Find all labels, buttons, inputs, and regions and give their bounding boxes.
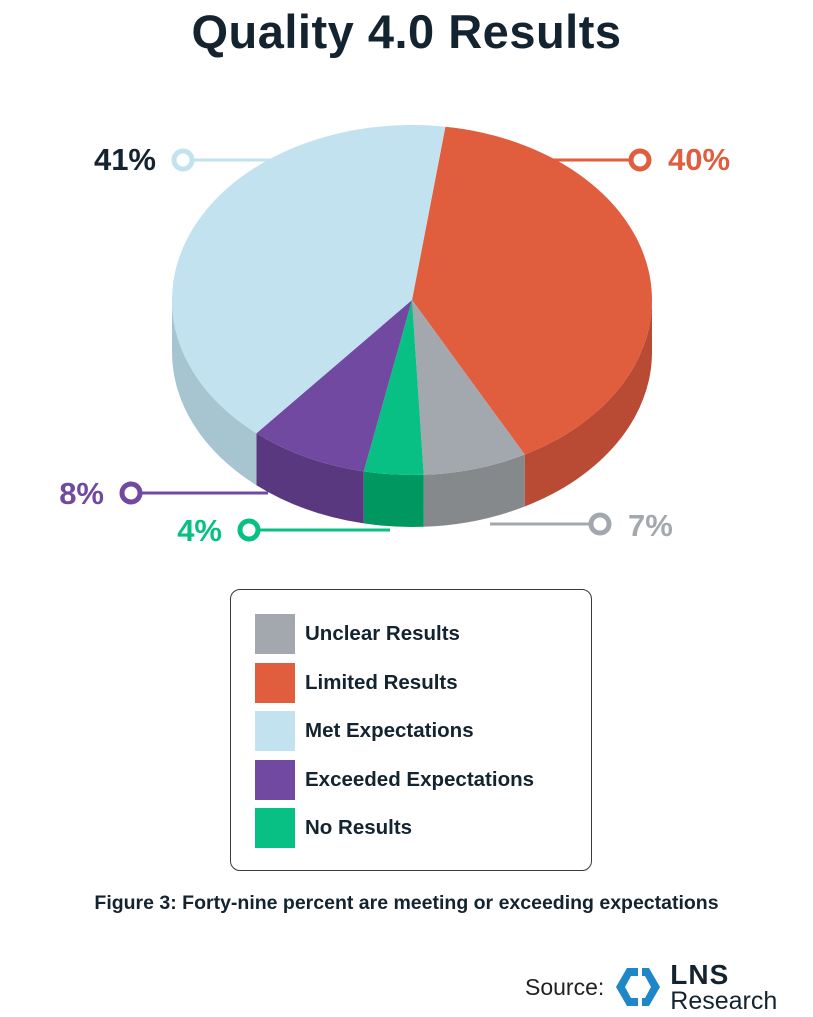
leader-dot-limited-results [628,148,652,172]
pie-slice-met-expectations [172,124,446,434]
leader-dot-no-results [237,518,261,542]
lns-brand-sub: Research [670,986,778,1015]
legend-swatch [255,662,295,703]
data-label-unclear-results: 7% [628,508,673,543]
legend-swatch [255,808,295,848]
pie-slice-unclear-results [412,300,525,475]
pie-leaders: 40% 7% 4% 8% 41% [59,142,730,548]
legend-label: Unclear Results [305,622,460,645]
source-credit: Source: LNS Research [525,958,778,1015]
source-label: Source: [525,973,605,1000]
lns-brand-name: LNS [670,958,730,990]
leader-dot-met-expectations [171,148,195,172]
legend-item-met-expectations: Met Expectations [255,711,474,751]
data-label-exceeded-expectations: 8% [59,476,104,511]
leader-dot-exceeded-expectations [119,481,143,505]
pie-side-exceeded-expectations [256,433,364,524]
figure-caption: Figure 3: Forty-nine percent are meeting… [94,892,719,914]
legend-label: No Results [305,816,413,839]
legend-item-limited-results: Limited Results [255,662,458,703]
legend-swatch [255,759,295,800]
lns-research-logo: LNS Research [612,958,778,1015]
data-label-no-results: 4% [177,513,222,548]
legend-label: Met Expectations [305,719,474,742]
chart-title: Quality 4.0 Results [191,5,622,58]
legend-swatch [255,711,295,751]
leader-dot-unclear-results [588,512,612,536]
pie-side-limited-results [524,300,652,507]
legend-item-exceeded-expectations: Exceeded Expectations [255,759,535,800]
pie-slice-exceeded-expectations [256,300,412,472]
pie-side-unclear-results [423,454,525,527]
legend-item-unclear-results: Unclear Results [255,614,460,654]
pie-chart: 40% 7% 4% 8% 41% [59,124,730,548]
pie-tops [172,124,652,475]
pie-side-met-expectations [172,300,257,486]
pie-sides [172,300,652,527]
legend-label: Exceeded Expectations [305,767,535,791]
data-label-met-expectations: 41% [94,142,156,177]
pie-slice-limited-results [412,126,652,455]
chart-legend: Unclear Results Limited Results Met Expect… [230,589,592,871]
pie-slice-no-results [363,300,424,475]
pie-side-no-results [363,471,424,527]
legend-label: Limited Results [305,670,458,694]
legend-item-no-results: No Results [255,808,412,848]
lns-hexagon-icon [616,968,661,1006]
data-label-limited-results: 40% [668,142,730,177]
legend-swatch [255,614,295,654]
